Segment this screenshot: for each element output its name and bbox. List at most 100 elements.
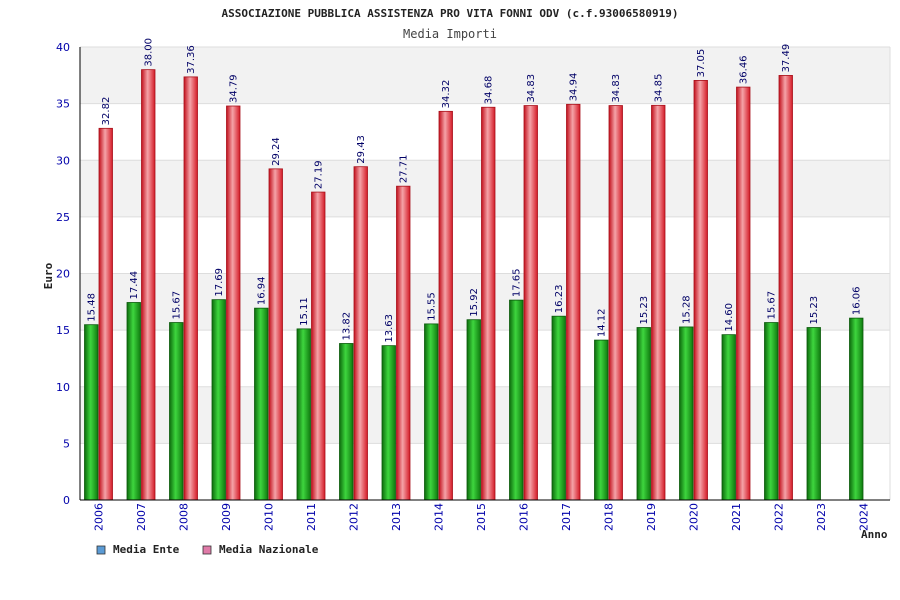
y-axis-label: Euro bbox=[42, 262, 55, 289]
bar-nazionale-2022 bbox=[778, 75, 793, 501]
x-axis-label: Anno bbox=[861, 528, 888, 541]
bar-ente-2007 bbox=[126, 302, 141, 501]
bar-nazionale-2018 bbox=[608, 105, 623, 501]
bar-ente-2015 bbox=[466, 319, 481, 501]
chart-title: ASSOCIAZIONE PUBBLICA ASSISTENZA PRO VIT… bbox=[222, 7, 679, 20]
data-label: 34.94 bbox=[569, 73, 580, 102]
data-label: 15.55 bbox=[427, 292, 438, 321]
axes: 0 5 10 15 20 25 30 35 40 2006 2007 2008 2009 2010 2011… bbox=[56, 41, 890, 531]
data-label: 16.23 bbox=[554, 285, 565, 314]
data-label: 15.92 bbox=[469, 288, 480, 317]
x-tick-label: 2020 bbox=[688, 503, 701, 531]
grid-band bbox=[80, 47, 890, 104]
data-label: 37.36 bbox=[186, 45, 197, 74]
bar-ente-2008 bbox=[169, 322, 184, 501]
x-tick-label: 2006 bbox=[93, 503, 106, 531]
x-tick-label: 2024 bbox=[858, 503, 871, 531]
y-tick-label: 30 bbox=[56, 154, 70, 167]
x-tick-label: 2019 bbox=[645, 503, 658, 531]
legend-swatch-ente bbox=[96, 545, 106, 555]
x-tick-label: 2012 bbox=[348, 503, 361, 531]
bar-ente-2006 bbox=[84, 324, 99, 501]
data-label: 32.82 bbox=[101, 97, 112, 126]
bar-nazionale-2013 bbox=[396, 185, 411, 501]
data-label: 16.06 bbox=[852, 286, 863, 315]
data-label: 34.68 bbox=[484, 76, 495, 105]
bar-nazionale-2020 bbox=[693, 80, 708, 501]
bar-ente-2023 bbox=[806, 327, 821, 501]
data-label: 38.00 bbox=[144, 38, 155, 67]
data-label: 27.71 bbox=[399, 155, 410, 184]
bar-nazionale-2017 bbox=[566, 103, 581, 501]
data-labels: 15.48 17.44 15.67 17.69 16.94 15.11 13.82 13.63… bbox=[87, 38, 863, 343]
legend-label-nazionale: Media Nazionale bbox=[219, 543, 319, 556]
x-tick-label: 2022 bbox=[773, 503, 786, 531]
y-tick-label: 40 bbox=[56, 41, 70, 54]
bar-nazionale-2021 bbox=[736, 86, 751, 501]
bar-nazionale-2014 bbox=[438, 110, 453, 501]
data-label: 15.11 bbox=[299, 297, 310, 326]
x-tick-label: 2009 bbox=[220, 503, 233, 531]
data-label: 34.85 bbox=[654, 74, 665, 103]
data-label: 34.32 bbox=[441, 80, 452, 109]
bar-ente-2018 bbox=[594, 339, 609, 501]
bar-nazionale-2015 bbox=[481, 106, 496, 501]
bar-ente-2013 bbox=[381, 345, 396, 501]
bar-ente-2010 bbox=[254, 307, 269, 501]
bar-ente-2011 bbox=[296, 328, 311, 501]
x-tick-label: 2021 bbox=[730, 503, 743, 531]
bar-ente-2021 bbox=[721, 334, 736, 501]
bar-nazionale-2019 bbox=[651, 104, 666, 501]
data-label: 14.12 bbox=[597, 308, 608, 337]
data-label: 34.83 bbox=[526, 74, 537, 103]
x-tick-label: 2023 bbox=[815, 503, 828, 531]
data-label: 15.28 bbox=[682, 295, 693, 324]
x-tick-label: 2010 bbox=[263, 503, 276, 531]
x-tick-label: 2016 bbox=[518, 503, 531, 531]
bar-ente-2020 bbox=[679, 326, 694, 501]
bar-nazionale-2007 bbox=[141, 69, 156, 501]
x-tick-label: 2015 bbox=[475, 503, 488, 531]
bar-ente-2016 bbox=[509, 299, 524, 501]
data-label: 15.67 bbox=[767, 291, 778, 320]
bar-ente-2009 bbox=[211, 299, 226, 501]
bar-ente-2022 bbox=[764, 322, 779, 501]
data-label: 34.83 bbox=[611, 74, 622, 103]
bar-ente-2024 bbox=[849, 317, 864, 501]
y-tick-label: 10 bbox=[56, 381, 70, 394]
bar-nazionale-2009 bbox=[226, 105, 241, 501]
x-tick-label: 2007 bbox=[135, 503, 148, 531]
legend: Media Ente Media Nazionale bbox=[96, 543, 319, 556]
y-tick-label: 5 bbox=[63, 437, 70, 450]
legend-label-ente: Media Ente bbox=[113, 543, 180, 556]
bar-nazionale-2012 bbox=[353, 166, 368, 501]
data-label: 17.44 bbox=[129, 271, 140, 300]
x-tick-label: 2018 bbox=[603, 503, 616, 531]
y-tick-label: 25 bbox=[56, 211, 70, 224]
y-tick-label: 15 bbox=[56, 324, 70, 337]
bar-nazionale-2011 bbox=[311, 191, 326, 501]
data-label: 37.05 bbox=[696, 49, 707, 78]
chart-subtitle: Media Importi bbox=[403, 27, 497, 41]
bar-ente-2017 bbox=[551, 315, 566, 501]
data-label: 13.82 bbox=[342, 312, 353, 341]
data-label: 15.23 bbox=[639, 296, 650, 325]
data-label: 15.67 bbox=[172, 291, 183, 320]
data-label: 34.79 bbox=[229, 74, 240, 103]
y-tick-label: 35 bbox=[56, 98, 70, 111]
legend-swatch-nazionale bbox=[202, 545, 212, 555]
data-label: 27.19 bbox=[314, 160, 325, 189]
bars bbox=[84, 69, 864, 501]
data-label: 17.65 bbox=[512, 268, 523, 297]
bar-nazionale-2006 bbox=[98, 127, 113, 501]
x-tick-label: 2013 bbox=[390, 503, 403, 531]
x-tick-label: 2008 bbox=[178, 503, 191, 531]
bar-nazionale-2016 bbox=[523, 105, 538, 501]
bar-nazionale-2010 bbox=[268, 168, 283, 501]
data-label: 29.24 bbox=[271, 137, 282, 166]
data-label: 15.23 bbox=[809, 296, 820, 325]
x-tick-label: 2017 bbox=[560, 503, 573, 531]
data-label: 15.48 bbox=[87, 293, 98, 322]
data-label: 29.43 bbox=[356, 135, 367, 164]
